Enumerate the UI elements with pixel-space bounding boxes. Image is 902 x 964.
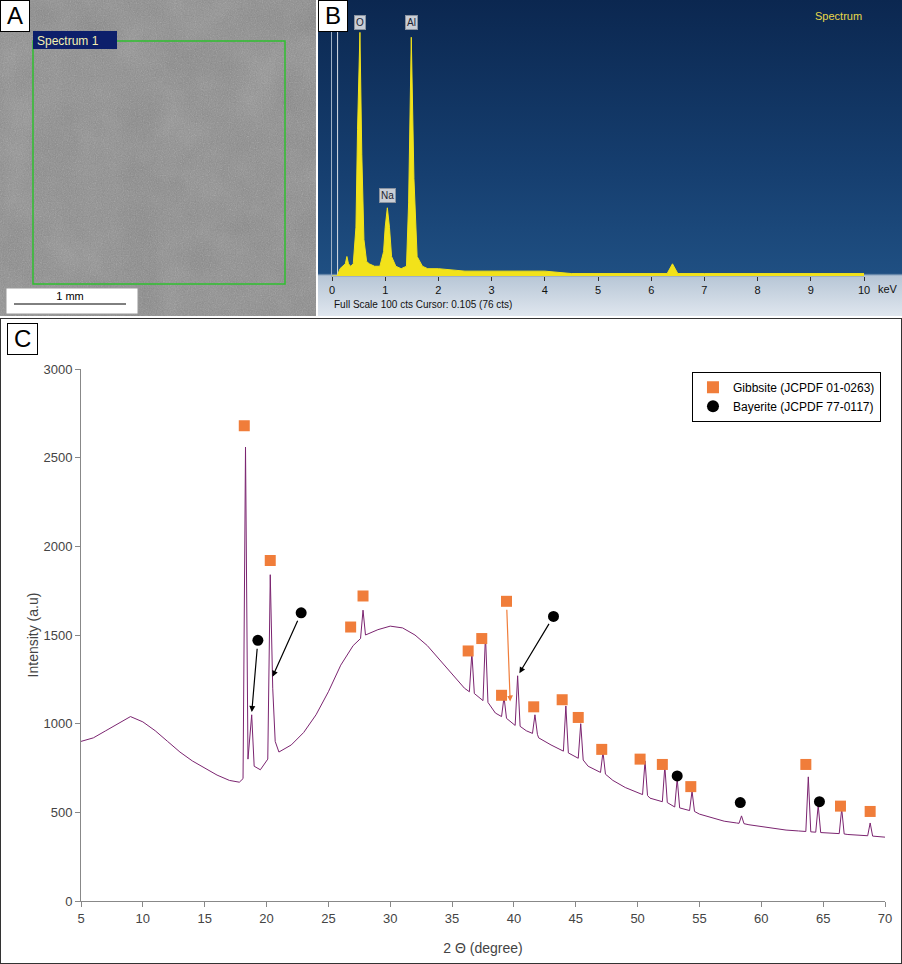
svg-text:Spectrum 1: Spectrum 1 bbox=[37, 34, 99, 48]
html-text:A: A bbox=[7, 2, 23, 29]
svg-text:Al: Al bbox=[407, 17, 416, 28]
svg-text:0: 0 bbox=[329, 284, 335, 296]
svg-text:3000: 3000 bbox=[43, 362, 72, 377]
svg-text:1 mm: 1 mm bbox=[56, 290, 84, 302]
svg-text:2 Θ (degree): 2 Θ (degree) bbox=[443, 940, 522, 956]
svg-text:7: 7 bbox=[701, 284, 707, 296]
html-text:C: C bbox=[14, 325, 32, 352]
svg-text:30: 30 bbox=[383, 911, 397, 926]
svg-text:5: 5 bbox=[595, 284, 601, 296]
svg-text:55: 55 bbox=[692, 911, 706, 926]
svg-text:keV: keV bbox=[878, 283, 898, 295]
svg-text:Bayerite (JCPDF 77-0117): Bayerite (JCPDF 77-0117) bbox=[733, 400, 874, 414]
svg-text:15: 15 bbox=[197, 911, 211, 926]
svg-text:50: 50 bbox=[630, 911, 644, 926]
svg-text:9: 9 bbox=[808, 284, 814, 296]
svg-text:25: 25 bbox=[321, 911, 335, 926]
svg-text:1000: 1000 bbox=[43, 716, 72, 731]
svg-text:500: 500 bbox=[51, 805, 73, 820]
svg-text:2000: 2000 bbox=[43, 539, 72, 554]
svg-text:0: 0 bbox=[65, 894, 72, 909]
svg-text:1500: 1500 bbox=[43, 628, 72, 643]
svg-text:5: 5 bbox=[77, 911, 84, 926]
svg-text:60: 60 bbox=[754, 911, 768, 926]
svg-text:70: 70 bbox=[878, 911, 892, 926]
svg-text:Na: Na bbox=[381, 190, 394, 201]
svg-text:2500: 2500 bbox=[43, 450, 72, 465]
svg-text:O: O bbox=[356, 17, 364, 28]
svg-text:35: 35 bbox=[445, 911, 459, 926]
svg-text:3: 3 bbox=[489, 284, 495, 296]
svg-text:Gibbsite (JCPDF 01-0263): Gibbsite (JCPDF 01-0263) bbox=[733, 381, 874, 395]
svg-text:Full Scale 100 cts Cursor: 0.1: Full Scale 100 cts Cursor: 0.105 (76 cts… bbox=[334, 299, 512, 310]
svg-text:2: 2 bbox=[435, 284, 441, 296]
svg-text:Spectrum: Spectrum bbox=[815, 10, 862, 22]
svg-text:1: 1 bbox=[382, 284, 388, 296]
svg-text:40: 40 bbox=[507, 911, 521, 926]
svg-text:8: 8 bbox=[755, 284, 761, 296]
svg-text:Intensity (a.u): Intensity (a.u) bbox=[25, 593, 41, 678]
svg-text:4: 4 bbox=[542, 284, 548, 296]
html-text:B: B bbox=[325, 2, 341, 29]
svg-text:10: 10 bbox=[858, 284, 870, 296]
svg-text:45: 45 bbox=[569, 911, 583, 926]
svg-text:10: 10 bbox=[136, 911, 150, 926]
svg-text:65: 65 bbox=[816, 911, 830, 926]
svg-text:6: 6 bbox=[648, 284, 654, 296]
svg-text:20: 20 bbox=[259, 911, 273, 926]
